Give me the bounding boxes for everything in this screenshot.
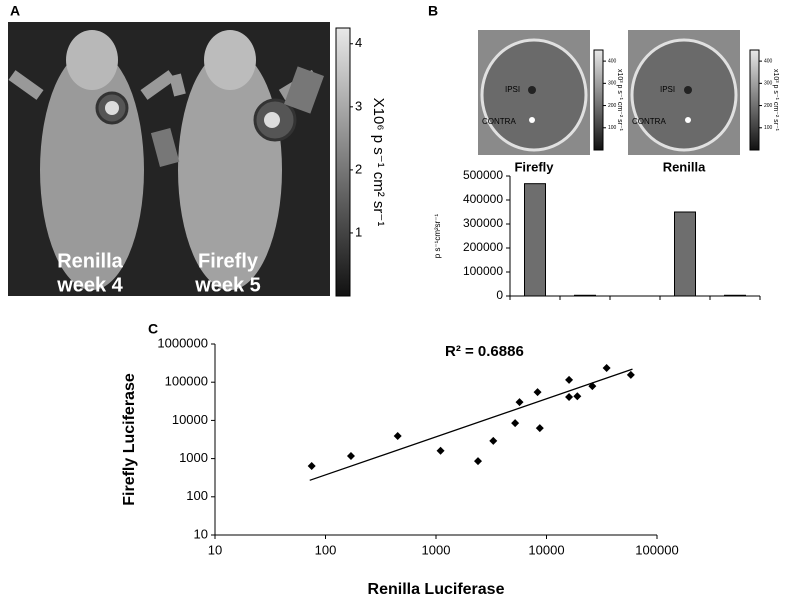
point: [573, 392, 582, 401]
inset-label: IPSI: [505, 85, 520, 94]
y-tick-label: 400000: [463, 192, 503, 206]
point: [626, 370, 635, 379]
colorbar-tick-label: 100: [608, 125, 617, 131]
y-tick-label: 100000: [463, 264, 503, 278]
colorbar-label: x10³ p s⁻¹ cm⁻² sr⁻¹: [772, 69, 779, 132]
colorbar-tick-label: 400: [608, 58, 617, 64]
trendline: [309, 368, 633, 481]
y-axis-label: Firefly Luciferase: [121, 373, 138, 506]
point: [535, 424, 544, 433]
point: [515, 398, 524, 407]
mouse-photo: [8, 22, 330, 296]
image-caption: Renilla: [57, 250, 123, 272]
y-tick-label: 200000: [463, 240, 503, 254]
panel-label: A: [10, 3, 20, 19]
point: [511, 419, 520, 428]
point: [346, 451, 355, 460]
x-axis-label: Renilla Luciferase: [368, 581, 505, 598]
image-caption: Firefly: [198, 250, 259, 272]
inset-label: CONTRA: [632, 117, 666, 126]
colorbar-label: x10³ p s⁻¹ cm⁻² sr⁻¹: [616, 69, 623, 132]
y-tick-label: 10000: [172, 412, 208, 427]
image-caption: week 4: [56, 274, 123, 296]
y-tick-label: 10: [194, 526, 208, 541]
bar: [724, 294, 746, 297]
x-tick-label: 10: [208, 542, 222, 557]
x-tick-label: 100000: [635, 542, 678, 557]
bar: [524, 183, 546, 297]
y-tick-label: 0: [496, 288, 503, 302]
point: [436, 446, 445, 455]
point: [602, 364, 611, 373]
colorbar: [335, 27, 351, 297]
point: [489, 436, 498, 445]
colorbar-tick-label: 2: [355, 161, 362, 176]
colorbar-tick-label: 300: [608, 81, 617, 87]
point: [588, 382, 597, 391]
y-axis-label: p s⁻¹cm²sr⁻¹: [433, 213, 442, 258]
bar: [674, 211, 696, 297]
inset-label: CONTRA: [482, 117, 516, 126]
image-caption: week 5: [194, 274, 261, 296]
inset-title: Renilla: [663, 159, 706, 174]
inset-title: Firefly: [514, 159, 554, 174]
colorbar-tick-label: 400: [764, 58, 773, 64]
panel-label: B: [428, 3, 438, 19]
x-tick-label: 1000: [422, 542, 451, 557]
y-tick-label: 1000000: [157, 335, 208, 350]
colorbar-tick-label: 200: [764, 103, 773, 109]
plate-photos: [478, 30, 760, 155]
y-tick-label: 100000: [165, 374, 208, 389]
colorbar-tick-label: 300: [764, 81, 773, 87]
point: [474, 457, 483, 466]
bar: [574, 294, 596, 297]
inset-label: IPSI: [660, 85, 675, 94]
y-tick-label: 500000: [463, 168, 503, 182]
y-tick-label: 300000: [463, 216, 503, 230]
y-tick-label: 100: [186, 488, 208, 503]
annotation: R² = 0.6886: [445, 343, 524, 360]
point: [533, 388, 542, 397]
colorbar-tick-label: 4: [355, 35, 362, 50]
x-tick-label: 10000: [528, 542, 564, 557]
colorbar-tick-label: 3: [355, 98, 362, 113]
colorbar-tick-label: 200: [608, 103, 617, 109]
colorbar-tick-label: 100: [764, 125, 773, 131]
point: [393, 432, 402, 441]
point: [565, 392, 574, 401]
point: [565, 375, 574, 384]
point: [307, 462, 316, 471]
panel-label: C: [148, 321, 158, 337]
y-tick-label: 1000: [179, 450, 208, 465]
colorbar-tick-label: 1: [355, 224, 362, 239]
x-tick-label: 100: [315, 542, 337, 557]
colorbar-label: X10⁶ p s⁻¹ cm² sr⁻¹: [370, 98, 387, 227]
